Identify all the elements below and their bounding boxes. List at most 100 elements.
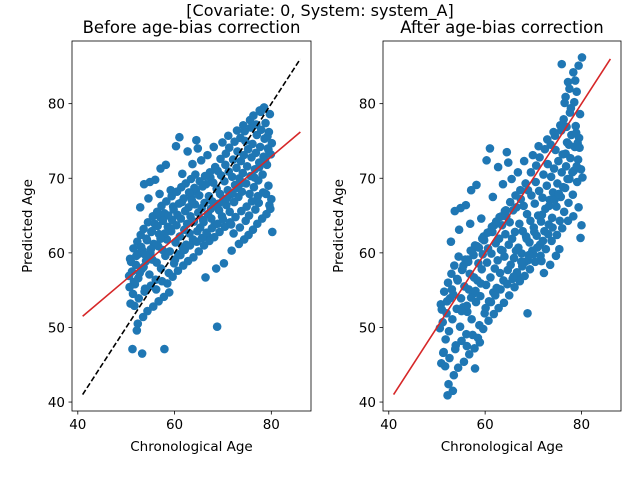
- data-point: [571, 128, 581, 138]
- data-point: [546, 172, 556, 182]
- data-point: [493, 162, 503, 172]
- data-point: [568, 167, 577, 177]
- data-point: [577, 220, 586, 230]
- data-point: [126, 257, 136, 267]
- chart-before-correction: Before age-bias correction 40 60 80 40 50 60 70…: [20, 18, 312, 455]
- data-point: [547, 236, 556, 246]
- data-point: [574, 203, 583, 212]
- data-point: [547, 213, 557, 223]
- x-axis-label: Chronological Age: [441, 439, 564, 455]
- data-point: [165, 223, 175, 233]
- data-point: [264, 145, 273, 155]
- data-point: [138, 312, 148, 322]
- data-point: [578, 173, 587, 182]
- data-point: [482, 156, 491, 165]
- data-point: [200, 198, 209, 208]
- data-point: [454, 225, 464, 235]
- data-point: [214, 199, 223, 208]
- data-point: [507, 234, 517, 243]
- data-point: [218, 214, 228, 224]
- data-point: [194, 247, 204, 256]
- y-tick-label: 80: [359, 97, 376, 113]
- data-point: [477, 264, 487, 274]
- data-point: [152, 258, 161, 267]
- data-point: [502, 147, 512, 157]
- plot-area: [81, 58, 302, 396]
- data-point: [475, 338, 485, 347]
- data-point: [246, 123, 256, 132]
- data-point: [520, 271, 529, 281]
- data-point: [212, 322, 222, 332]
- data-point: [557, 223, 567, 233]
- data-point: [221, 149, 231, 158]
- data-point: [129, 244, 138, 253]
- data-point: [462, 301, 472, 311]
- regression-line: [82, 131, 301, 317]
- data-point: [510, 282, 519, 292]
- data-point: [558, 182, 568, 192]
- data-point: [193, 144, 203, 153]
- data-point: [527, 191, 536, 200]
- data-point: [516, 257, 526, 267]
- data-point: [185, 241, 195, 250]
- data-point: [147, 226, 157, 236]
- data-point: [188, 159, 197, 169]
- data-point: [557, 59, 567, 69]
- y-tick-label: 40: [48, 395, 65, 411]
- data-point: [448, 314, 457, 324]
- data-point: [267, 227, 277, 237]
- data-point: [163, 211, 173, 220]
- data-point: [264, 181, 273, 191]
- y-tick-label: 50: [48, 320, 65, 336]
- data-point: [549, 127, 558, 137]
- data-point: [561, 92, 570, 102]
- data-point: [187, 196, 197, 205]
- data-point: [470, 364, 480, 373]
- data-point: [559, 207, 569, 217]
- data-point: [136, 242, 146, 252]
- data-point: [513, 167, 523, 177]
- data-point: [146, 244, 156, 254]
- data-point: [163, 279, 172, 288]
- data-point: [168, 272, 177, 282]
- data-point: [173, 266, 183, 276]
- data-point: [531, 177, 541, 187]
- data-point: [531, 161, 541, 170]
- data-point: [229, 229, 238, 238]
- data-point: [145, 270, 154, 279]
- data-point: [445, 353, 454, 363]
- data-point: [554, 189, 564, 199]
- data-point: [134, 294, 144, 303]
- data-point: [125, 282, 134, 292]
- data-point: [499, 298, 509, 308]
- data-point: [454, 252, 463, 261]
- data-point: [183, 147, 192, 156]
- data-point: [459, 357, 469, 367]
- data-point: [152, 207, 162, 217]
- data-point: [132, 326, 142, 335]
- data-point: [156, 264, 166, 273]
- data-point: [126, 299, 135, 308]
- data-point: [226, 220, 236, 229]
- data-point: [545, 260, 555, 270]
- axes-frame: [382, 40, 622, 412]
- data-point: [175, 132, 184, 142]
- data-point: [542, 181, 552, 191]
- data-point: [534, 186, 544, 196]
- chart-after-correction: After age-bias correction 40 60 80 40 50 60 70 8…: [331, 18, 622, 455]
- data-point: [162, 197, 171, 206]
- data-point: [494, 234, 504, 243]
- data-point: [140, 287, 149, 296]
- data-point: [156, 234, 165, 243]
- data-point: [176, 214, 186, 223]
- data-point: [175, 232, 185, 241]
- data-point: [478, 324, 488, 334]
- data-point: [457, 306, 466, 316]
- data-point: [174, 199, 184, 208]
- data-point: [549, 164, 559, 173]
- data-point: [495, 268, 505, 278]
- data-point: [456, 294, 466, 303]
- data-point: [450, 206, 460, 216]
- data-point: [506, 260, 515, 270]
